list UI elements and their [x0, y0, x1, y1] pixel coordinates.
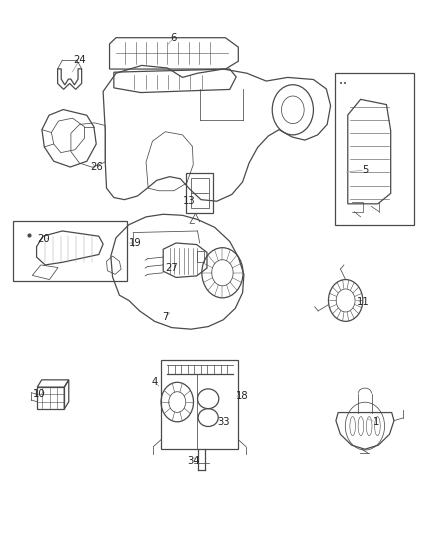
Text: 24: 24	[73, 55, 86, 65]
Text: 27: 27	[166, 263, 178, 272]
Text: ••: ••	[339, 81, 347, 87]
Text: 6: 6	[171, 33, 177, 43]
Text: 4: 4	[152, 377, 158, 387]
Bar	[191, 179, 208, 208]
Text: 1: 1	[372, 417, 379, 427]
Bar	[335, 73, 414, 225]
Text: 7: 7	[162, 312, 169, 322]
Text: 18: 18	[236, 391, 249, 401]
Text: 11: 11	[357, 297, 369, 307]
Bar	[186, 173, 213, 213]
Bar	[13, 221, 127, 280]
Text: 33: 33	[217, 417, 230, 427]
Text: 20: 20	[38, 234, 50, 244]
Text: 19: 19	[129, 238, 141, 248]
Bar	[161, 360, 238, 449]
Bar	[197, 251, 205, 262]
Text: 34: 34	[187, 456, 199, 466]
Text: 5: 5	[362, 165, 368, 175]
Text: 13: 13	[183, 196, 195, 206]
Text: 26: 26	[90, 162, 103, 172]
Text: 10: 10	[32, 390, 45, 399]
